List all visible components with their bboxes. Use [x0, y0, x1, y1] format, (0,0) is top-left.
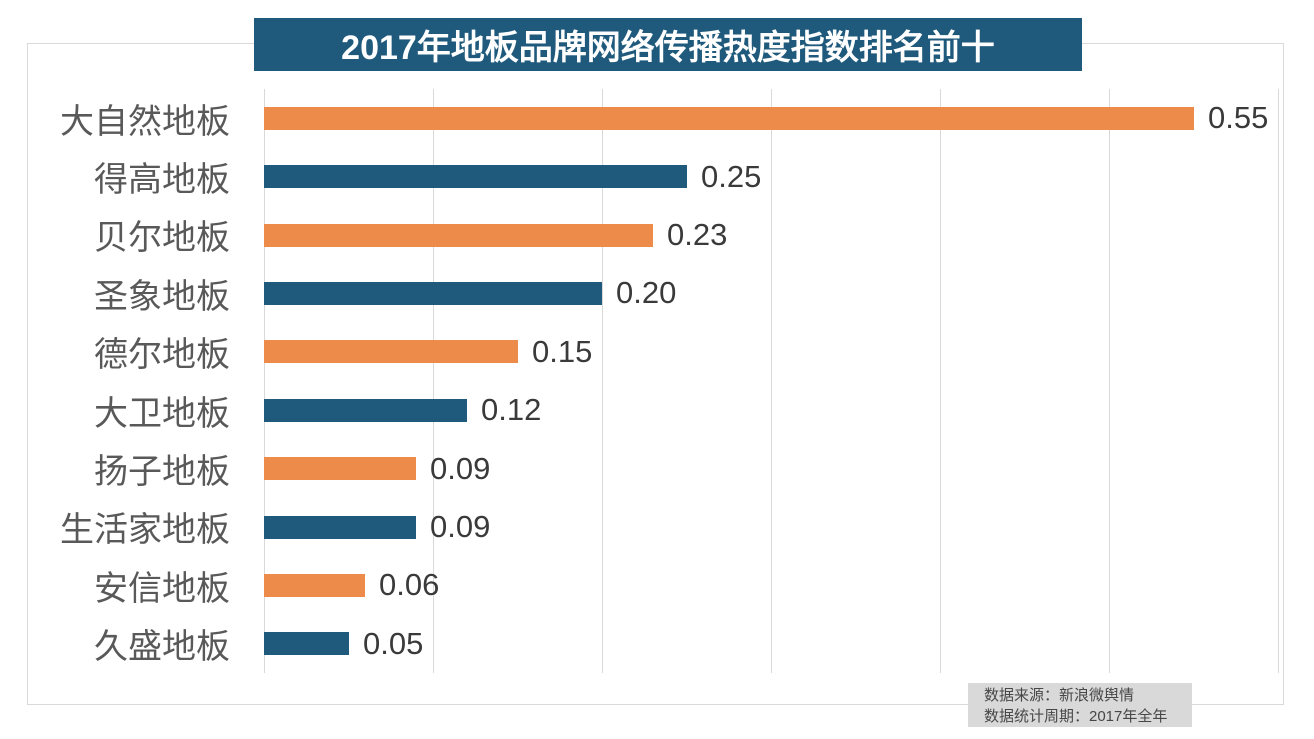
category-label: 生活家地板	[60, 511, 230, 550]
category-label: 得高地板	[94, 161, 230, 200]
value-label: 0.20	[616, 275, 677, 311]
category-label: 圣象地板	[94, 277, 230, 316]
source-note: 数据来源：新浪微舆情 数据统计周期：2017年全年	[968, 683, 1192, 727]
chart-title: 2017年地板品牌网络传播热度指数排名前十	[254, 18, 1082, 71]
value-label: 0.15	[532, 333, 593, 369]
gridline	[940, 89, 941, 673]
gridline	[771, 89, 772, 673]
gridline	[264, 89, 265, 673]
bar	[264, 165, 687, 188]
category-label: 扬子地板	[94, 453, 230, 492]
category-label: 大自然地板	[60, 102, 230, 141]
value-label: 0.55	[1208, 100, 1269, 136]
bar	[264, 574, 365, 597]
value-label: 0.12	[481, 392, 542, 428]
bar	[264, 632, 349, 655]
gridline	[1278, 89, 1279, 673]
bar	[264, 340, 518, 363]
bar	[264, 224, 653, 247]
category-label: 贝尔地板	[94, 219, 230, 258]
gridline	[602, 89, 603, 673]
value-label: 0.06	[379, 567, 440, 603]
bar	[264, 516, 416, 539]
bar	[264, 107, 1194, 130]
category-label: 大卫地板	[94, 394, 230, 433]
category-label: 安信地板	[94, 569, 230, 608]
value-label: 0.05	[363, 625, 424, 661]
gridline	[433, 89, 434, 673]
bar	[264, 282, 602, 305]
plot-area	[264, 89, 1279, 673]
category-label: 久盛地板	[94, 628, 230, 667]
value-label: 0.09	[430, 450, 491, 486]
bar	[264, 457, 416, 480]
value-label: 0.09	[430, 508, 491, 544]
bar	[264, 399, 467, 422]
value-label: 0.23	[667, 216, 728, 252]
value-label: 0.25	[701, 158, 762, 194]
gridline	[1109, 89, 1110, 673]
source-line: 数据来源：新浪微舆情	[984, 687, 1135, 704]
period-line: 数据统计周期：2017年全年	[984, 708, 1168, 725]
category-label: 德尔地板	[94, 336, 230, 375]
chart-outer-border	[27, 43, 1284, 705]
